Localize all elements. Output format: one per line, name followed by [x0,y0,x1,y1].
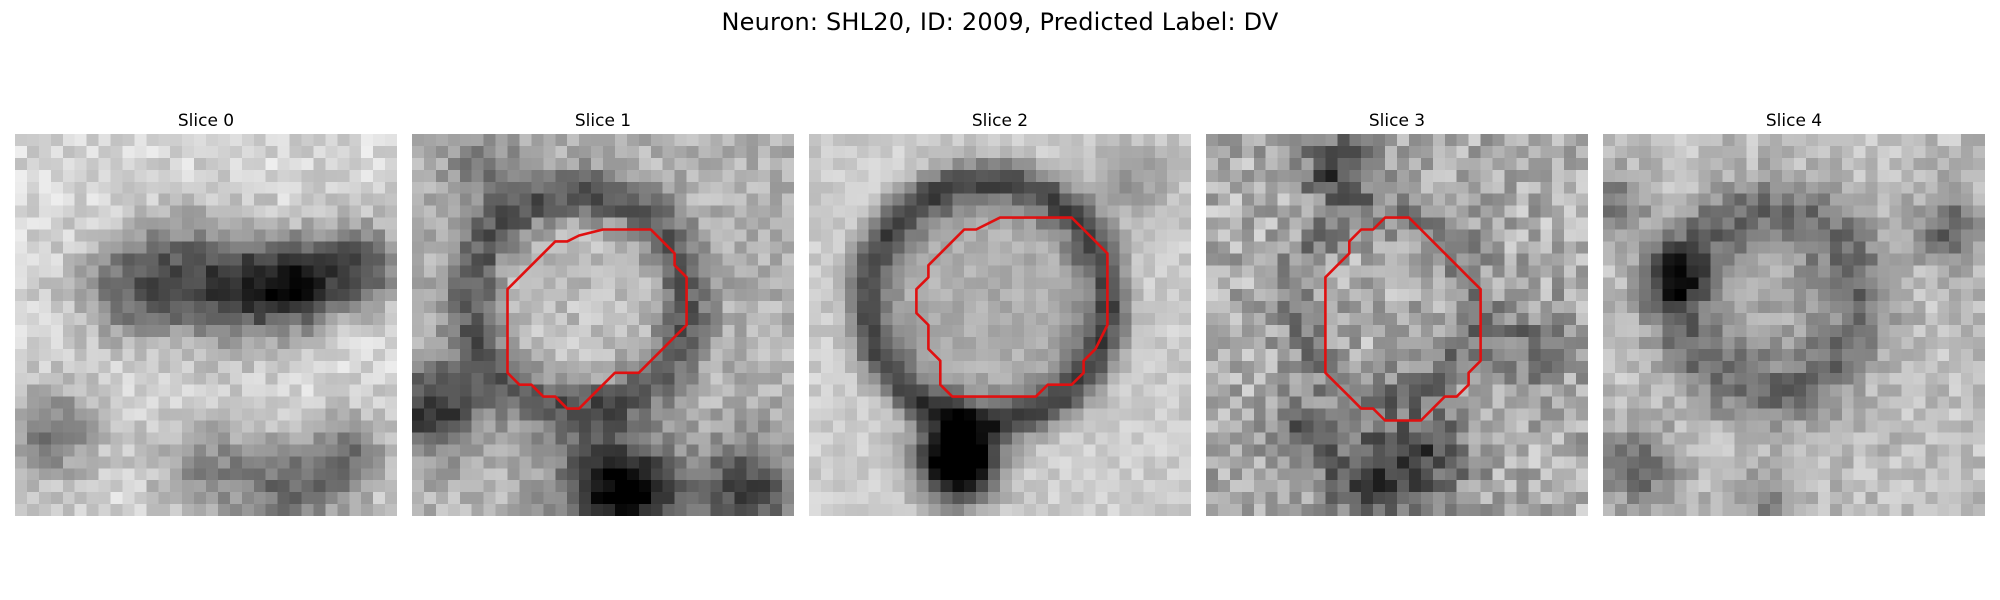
slice-panel-3: Slice 3 [1206,110,1588,516]
slice-title: Slice 4 [1765,111,1823,131]
segmentation-contour [915,216,1109,398]
slice-title: Slice 1 [574,111,632,131]
slice-panel-4: Slice 4 [1603,110,1985,516]
slice-title: Slice 3 [1368,111,1426,131]
slice-panel-0: Slice 0 [15,110,397,516]
slice-title: Slice 2 [971,111,1029,131]
segmentation-contour [506,228,688,410]
slice-image [1206,134,1588,516]
slice-panel-1: Slice 1 [412,110,794,516]
slice-title: Slice 0 [177,111,235,131]
slice-image [412,134,794,516]
slice-panel-2: Slice 2 [809,110,1191,516]
segmentation-contour [1324,216,1482,422]
slice-image [1603,134,1985,516]
slice-image [809,134,1191,516]
figure-title: Neuron: SHL20, ID: 2009, Predicted Label… [721,8,1279,36]
slice-image [15,134,397,516]
